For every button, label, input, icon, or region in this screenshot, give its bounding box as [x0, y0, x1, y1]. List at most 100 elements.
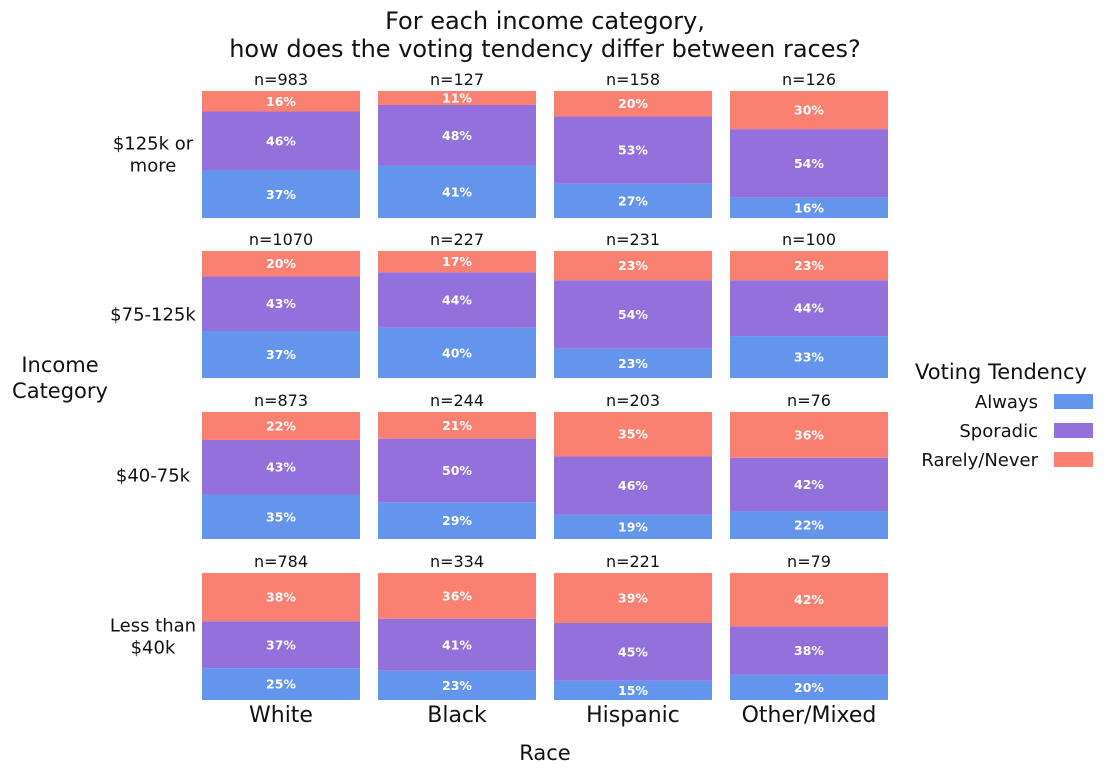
percent-label: 50%: [442, 463, 472, 478]
percent-label: 22%: [794, 518, 824, 533]
bar-segment-always: [202, 331, 360, 378]
percent-label: 41%: [442, 184, 472, 199]
percent-label: 33%: [794, 350, 824, 365]
sample-size-label: n=983: [254, 70, 308, 89]
facet-panel: n=1070 37% 43% 20%: [202, 230, 360, 378]
bar-segment-rarely-never: [202, 573, 360, 622]
facet-panel: n=79 20% 38% 42%: [730, 552, 888, 700]
percent-label: 40%: [442, 345, 472, 360]
percent-label: 35%: [266, 509, 296, 524]
bar-segment-sporadic: [378, 272, 536, 328]
percent-label: 41%: [442, 637, 472, 652]
facet-panel: n=873 35% 43% 22%: [202, 391, 360, 539]
sample-size-label: n=231: [606, 230, 660, 249]
percent-label: 42%: [794, 592, 824, 607]
sample-size-label: n=100: [782, 230, 836, 249]
sample-size-label: n=873: [254, 391, 308, 410]
row-label: $40-75k: [116, 466, 191, 487]
row-label: Less than: [110, 616, 196, 637]
bar-segment-rarely-never: [554, 91, 712, 117]
percent-label: 19%: [618, 519, 648, 534]
sample-size-label: n=126: [782, 70, 836, 89]
percent-label: 43%: [266, 296, 296, 311]
legend-label: Rarely/Never: [921, 450, 1038, 471]
percent-label: 38%: [794, 643, 824, 658]
percent-label: 45%: [618, 644, 648, 659]
bar-segment-sporadic: [378, 618, 536, 671]
bar-segment-sporadic: [378, 104, 536, 166]
bar-segment-sporadic: [202, 439, 360, 495]
percent-label: 35%: [618, 427, 648, 442]
sample-size-label: n=334: [430, 552, 484, 571]
bar-segment-always: [730, 197, 888, 218]
bar-segment-always: [554, 680, 712, 700]
percent-label: 15%: [618, 683, 648, 698]
facet-panel: n=334 23% 41% 36%: [378, 552, 536, 700]
facet-panel: n=231 23% 54% 23%: [554, 230, 712, 378]
facet-panel: n=784 25% 37% 38%: [202, 552, 360, 700]
column-labels: White Black Hispanic Other/Mixed: [249, 703, 876, 728]
row-label: $40k: [131, 638, 176, 659]
bar-segment-always: [730, 674, 888, 700]
facet-panel: n=244 29% 50% 21%: [378, 391, 536, 539]
percent-label: 23%: [618, 356, 648, 371]
percent-label: 36%: [794, 427, 824, 442]
row-label: more: [130, 156, 177, 177]
percent-label: 46%: [266, 134, 296, 149]
x-axis-title: Race: [519, 741, 570, 765]
bar-segment-sporadic: [554, 456, 712, 515]
bar-segment-always: [554, 514, 712, 539]
legend-swatch: [1054, 452, 1093, 467]
percent-label: 27%: [618, 193, 648, 208]
bar-segment-always: [730, 336, 888, 378]
percent-label: 38%: [266, 590, 296, 605]
sample-size-label: n=79: [787, 552, 831, 571]
legend: Voting Tendency Always Sporadic Rarely/Nev…: [915, 360, 1093, 471]
percent-label: 16%: [266, 94, 296, 109]
percent-label: 43%: [266, 460, 296, 475]
facet-panel: n=100 33% 44% 23%: [730, 230, 888, 378]
percent-label: 21%: [442, 418, 472, 433]
facet-panel: n=158 27% 53% 20%: [554, 70, 712, 218]
bar-segment-always: [554, 348, 712, 378]
percent-label: 25%: [266, 677, 296, 692]
bar-segment-sporadic: [378, 438, 536, 503]
sample-size-label: n=158: [606, 70, 660, 89]
column-label: White: [249, 703, 313, 728]
chart-title-line-2: how does the voting tendency differ betw…: [229, 35, 861, 63]
percent-label: 53%: [618, 143, 648, 158]
sample-size-label: n=203: [606, 391, 660, 410]
percent-label: 36%: [442, 588, 472, 603]
bar-segment-rarely-never: [202, 91, 360, 112]
bar-segment-sporadic: [730, 280, 888, 337]
bar-segment-always: [378, 502, 536, 539]
percent-label: 37%: [266, 347, 296, 362]
sample-size-label: n=1070: [249, 230, 313, 249]
sample-size-label: n=244: [430, 391, 484, 410]
bar-segment-rarely-never: [202, 251, 360, 277]
percent-label: 37%: [266, 637, 296, 652]
bar-segment-sporadic: [554, 623, 712, 681]
bar-segment-rarely-never: [378, 412, 536, 439]
bar-segment-rarely-never: [554, 412, 712, 457]
bar-segment-rarely-never: [378, 251, 536, 273]
facet-panel: n=127 41% 48% 11%: [378, 70, 536, 218]
bar-segment-rarely-never: [730, 412, 888, 458]
bar-segment-rarely-never: [730, 251, 888, 281]
y-axis-title-line-2: Category: [12, 379, 108, 403]
percent-label: 44%: [794, 301, 824, 316]
percent-label: 23%: [794, 258, 824, 273]
bar-segment-sporadic: [554, 116, 712, 184]
facet-panel: n=983 37% 46% 16%: [202, 70, 360, 218]
bar-segment-sporadic: [730, 457, 888, 512]
percent-label: 30%: [794, 103, 824, 118]
legend-title: Voting Tendency: [915, 360, 1087, 384]
percent-label: 23%: [618, 258, 648, 273]
facet-panel: n=203 19% 46% 35%: [554, 391, 712, 539]
column-label: Black: [427, 703, 487, 728]
bar-segment-always: [378, 670, 536, 700]
legend-label: Sporadic: [959, 421, 1038, 442]
sample-size-label: n=784: [254, 552, 308, 571]
